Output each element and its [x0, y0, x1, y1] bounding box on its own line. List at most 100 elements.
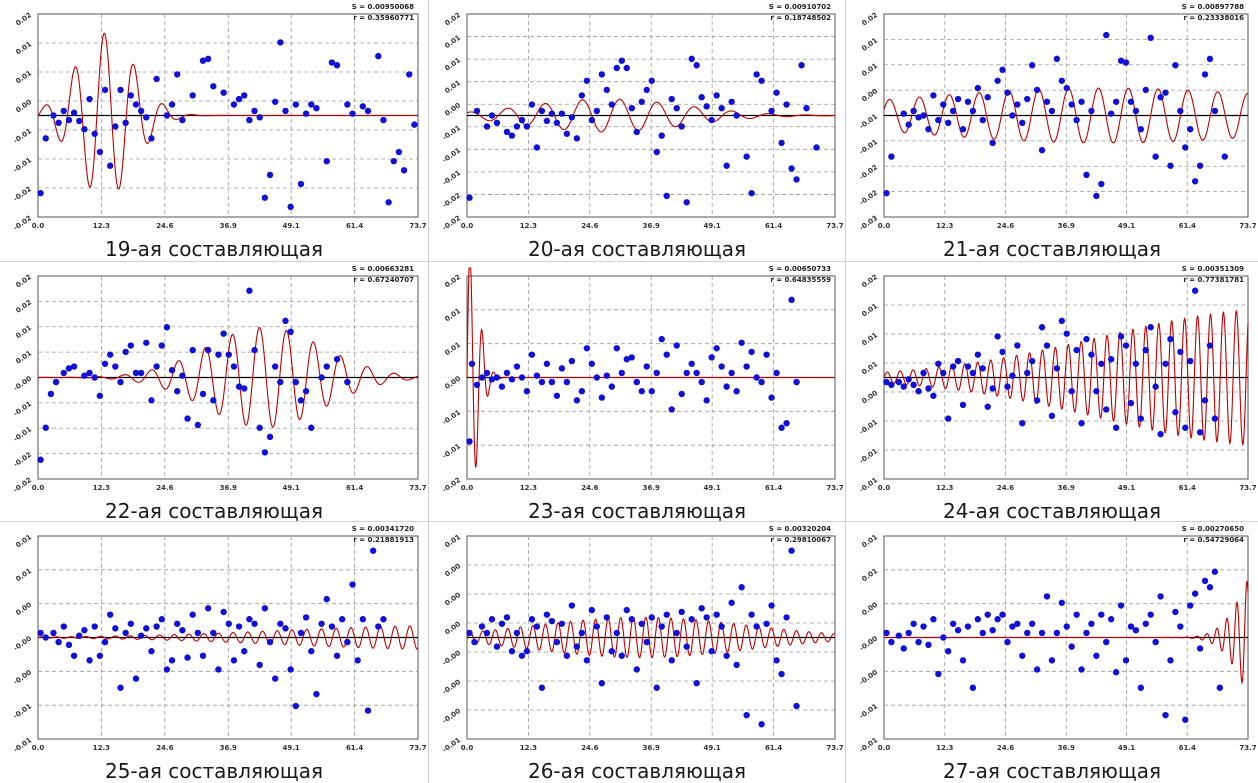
data-point [1152, 639, 1158, 645]
data-point [589, 117, 595, 123]
data-point [758, 379, 764, 385]
data-point [1044, 593, 1050, 599]
y-tick-label: -0.01 [858, 138, 879, 156]
y-tick-label: 0.00 [14, 98, 33, 115]
data-point [649, 388, 655, 394]
data-point [950, 621, 956, 627]
data-point [169, 367, 175, 373]
data-point [905, 121, 911, 127]
data-point [985, 611, 991, 617]
data-point [688, 616, 694, 622]
x-tick-label: 61.4 [346, 744, 363, 752]
data-point [960, 126, 966, 132]
data-point [935, 671, 941, 677]
data-point [654, 370, 660, 376]
data-point [1068, 101, 1074, 107]
data-point [584, 78, 590, 84]
x-tick-label: 12.3 [520, 744, 537, 752]
data-point [639, 621, 645, 627]
data-point [76, 632, 82, 638]
stat-s: S = 0.00910702 [769, 3, 831, 11]
data-point [743, 153, 749, 159]
y-tick-label: 0.01 [443, 533, 462, 550]
data-point [287, 329, 293, 335]
data-point [107, 611, 113, 617]
y-tick-label: 0.01 [443, 307, 462, 324]
data-point [1088, 621, 1094, 627]
stat-r: r = 0.29810067 [770, 536, 831, 544]
y-tick-label: 0.00 [443, 620, 462, 637]
x-tick-label: 12.3 [93, 484, 110, 492]
data-point [37, 190, 43, 196]
row-divider [0, 521, 1258, 522]
data-point [112, 123, 118, 129]
data-point [504, 614, 510, 620]
data-point [888, 382, 894, 388]
data-point [391, 158, 397, 164]
data-point [773, 89, 779, 95]
data-point [385, 199, 391, 205]
data-point [654, 685, 660, 691]
data-point [905, 376, 911, 382]
data-point [708, 648, 714, 654]
x-tick-label: 0.0 [32, 744, 45, 752]
data-point [293, 703, 299, 709]
data-point [1029, 621, 1035, 627]
data-point [169, 101, 175, 107]
data-point [529, 101, 535, 107]
x-tick-label: 36.9 [643, 484, 660, 492]
data-point [684, 643, 690, 649]
data-point [236, 96, 242, 102]
chart-caption: 27-ая составляющая [846, 759, 1258, 783]
data-point [584, 657, 590, 663]
x-tick-label: 73.7 [1239, 222, 1256, 230]
x-tick-label: 49.1 [1118, 484, 1135, 492]
data-point [905, 630, 911, 636]
data-point [609, 383, 615, 389]
data-point [559, 110, 565, 116]
data-point [901, 110, 907, 116]
data-point [549, 379, 555, 385]
data-point [466, 438, 472, 444]
data-point [396, 149, 402, 155]
stat-s: S = 0.00351309 [1182, 265, 1244, 273]
data-point [1064, 330, 1070, 336]
chart-svg: 0.0 12.3 24.6 36.9 49.1 61.4 73.70.010.000.000… [429, 522, 845, 755]
data-point [609, 648, 615, 654]
data-point [1143, 87, 1149, 93]
data-point [71, 653, 77, 659]
data-point [768, 108, 774, 114]
data-point [1148, 35, 1154, 41]
data-point [674, 630, 680, 636]
data-point [210, 83, 216, 89]
data-point [950, 108, 956, 114]
data-point [1073, 117, 1079, 123]
column-divider [428, 0, 429, 783]
data-point [1162, 89, 1168, 95]
stat-r: r = 0.35960771 [353, 14, 414, 22]
data-point [143, 625, 149, 631]
data-point [539, 379, 545, 385]
data-point [1029, 358, 1035, 364]
data-point [509, 376, 515, 382]
data-point [474, 382, 480, 388]
data-point [231, 101, 237, 107]
x-tick-label: 36.9 [220, 222, 237, 230]
data-point [989, 140, 995, 146]
data-point [945, 120, 951, 126]
data-point [272, 675, 278, 681]
data-point [723, 383, 729, 389]
data-point [1148, 611, 1154, 617]
data-point [1177, 623, 1183, 629]
x-tick-label: 12.3 [520, 222, 537, 230]
data-point [935, 117, 941, 123]
data-point [594, 374, 600, 380]
data-point [1177, 349, 1183, 355]
data-point [257, 114, 263, 120]
y-tick-label: -0.01 [12, 702, 33, 720]
y-tick-label: 0.00 [443, 375, 462, 392]
data-point [778, 671, 784, 677]
data-point [1054, 56, 1060, 62]
data-point [994, 333, 1000, 339]
data-point [153, 76, 159, 82]
